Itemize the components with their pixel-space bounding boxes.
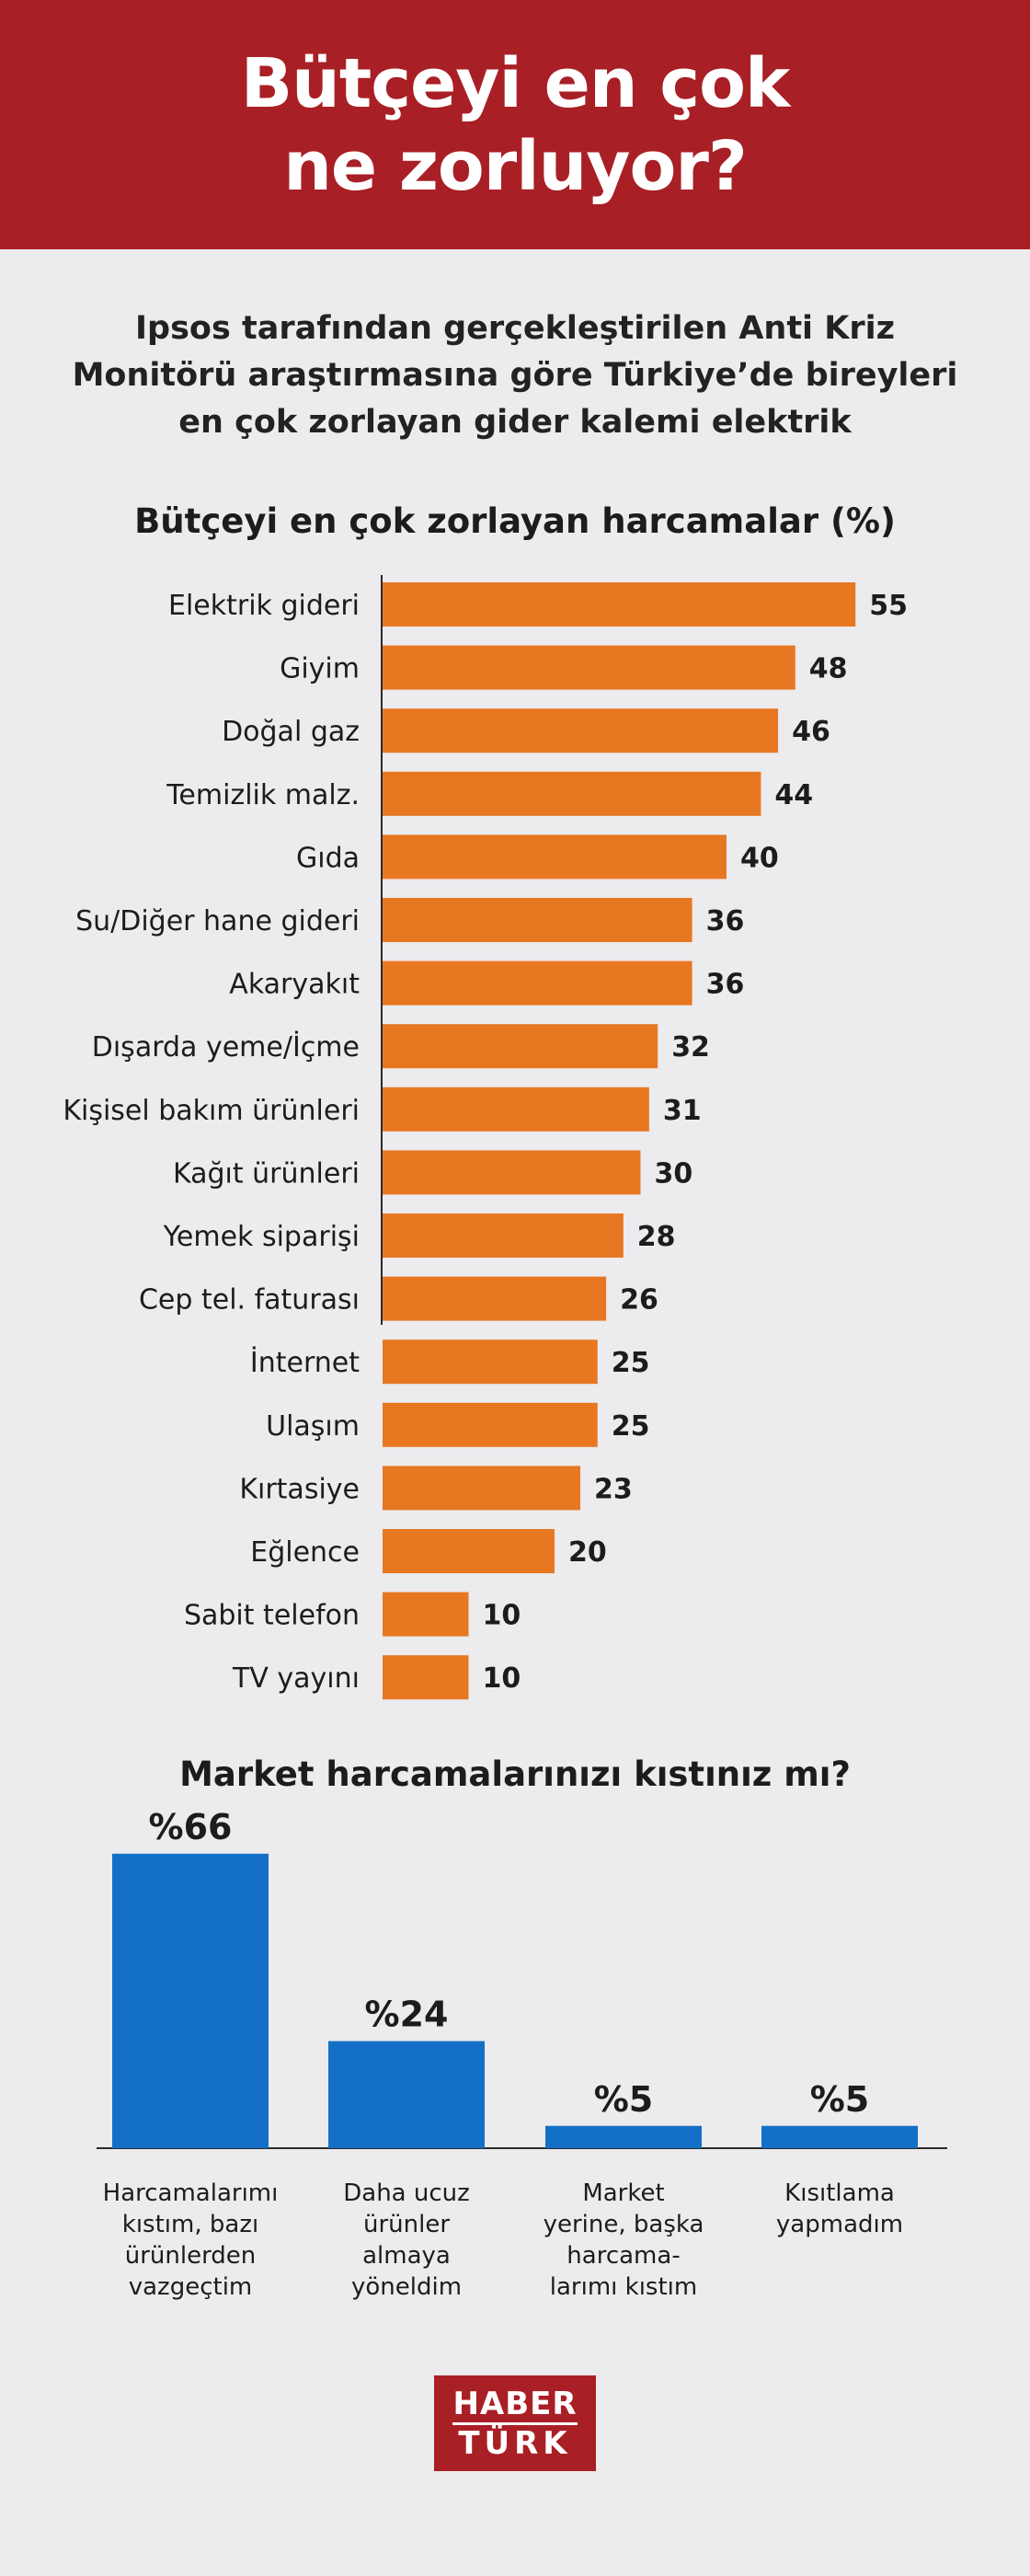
- bar-value-label: 36: [706, 969, 745, 1001]
- page-title-line-1: Bütçeyi en çok: [240, 43, 790, 123]
- bar: [383, 1402, 598, 1447]
- logo-line-2: TÜRK: [458, 2424, 572, 2462]
- bar-value-label: 20: [568, 1536, 607, 1569]
- bar-value-label: 10: [483, 1662, 521, 1695]
- logo-line-1: HABER: [452, 2385, 578, 2422]
- bar: [383, 960, 692, 1006]
- bar-value-label: 55: [869, 590, 908, 622]
- bar-value-label: 25: [612, 1347, 650, 1379]
- bar-category-label: Cep tel. faturası: [139, 1284, 360, 1317]
- column-bar: [112, 1853, 269, 2148]
- bar-value-label: 28: [637, 1221, 676, 1253]
- bar: [383, 1276, 607, 1321]
- bar-category-label: Giyim: [280, 653, 360, 685]
- bar: [383, 1340, 598, 1385]
- column-category-line: ürünler: [363, 2211, 450, 2238]
- bar-category-label: Kırtasiye: [239, 1473, 360, 1505]
- column-category-line: kıstım, bazı: [122, 2211, 258, 2238]
- column-category-line: harcama-: [566, 2242, 680, 2270]
- bar: [383, 1213, 624, 1258]
- bar: [383, 645, 795, 690]
- column-bar: [328, 2041, 485, 2148]
- bar: [383, 582, 856, 627]
- bar-category-label: Ulaşım: [266, 1410, 360, 1443]
- logo-rule: [452, 2421, 578, 2425]
- horizontal-bar-chart: Elektrik gideri 55 Giyim 48 Doğal gaz 46 Temiz…: [63, 575, 908, 1700]
- column-category-line: yapmadım: [776, 2211, 903, 2238]
- bar: [383, 708, 779, 753]
- bar-category-label: Doğal gaz: [222, 716, 360, 748]
- page-title-line-2: ne zorluyor?: [283, 126, 748, 206]
- column-category-label: Harcamalarımı kıstım, bazı ürünlerden vazge…: [103, 2179, 279, 2301]
- bar-value-label: 31: [663, 1095, 702, 1127]
- bar-category-label: Temizlik malz.: [166, 779, 360, 811]
- bar-value-label: 36: [706, 905, 745, 937]
- haberturk-logo: HABER TÜRK: [434, 2375, 596, 2471]
- bar-value-label: 26: [620, 1284, 658, 1317]
- bar-category-label: Elektrik gideri: [168, 590, 360, 622]
- column-chart-title: Market harcamalarınızı kıstınız mı?: [179, 1754, 851, 1794]
- column-value-label: %66: [149, 1807, 233, 1847]
- bar: [383, 1529, 555, 1573]
- bar: [383, 834, 727, 880]
- column-category-line: Kısıtlama: [784, 2179, 895, 2207]
- bar-category-label: Kişisel bakım ürünleri: [63, 1095, 360, 1127]
- bar: [383, 1087, 649, 1132]
- bar-category-label: Akaryakıt: [229, 969, 360, 1001]
- bar-value-label: 32: [671, 1031, 710, 1064]
- column-value-label: %24: [365, 1995, 449, 2035]
- bar: [383, 1150, 641, 1195]
- bar: [383, 1655, 469, 1700]
- bar-category-label: Dışarda yeme/İçme: [92, 1030, 360, 1064]
- column-category-line: almaya: [362, 2242, 451, 2270]
- bar: [383, 771, 761, 816]
- bar-value-label: 48: [809, 653, 848, 685]
- column-category-label: Daha ucuz ürünler almaya yöneldim: [343, 2179, 470, 2301]
- column-category-line: yerine, başka: [544, 2211, 704, 2238]
- column-bar: [761, 2125, 918, 2148]
- bar: [383, 1466, 581, 1511]
- column-category-line: yöneldim: [351, 2273, 462, 2301]
- bar-category-label: Su/Diğer hane gideri: [75, 905, 360, 937]
- bar-category-label: Gıda: [296, 842, 360, 874]
- bar: [383, 1024, 658, 1069]
- header-banner: Bütçeyi en çok ne zorluyor?: [0, 0, 1030, 249]
- column-category-label: Market yerine, başka harcama-larımı kıstım: [544, 2179, 704, 2301]
- column-category-line: Harcamalarımı: [103, 2179, 279, 2207]
- bar-category-label: Yemek siparişi: [163, 1221, 360, 1253]
- bar-category-label: İnternet: [250, 1346, 360, 1379]
- column-category-line: Market: [582, 2179, 664, 2207]
- column-value-label: %5: [810, 2079, 870, 2120]
- column-chart: %66 Harcamalarımı kıstım, bazı ürünlerden va…: [97, 1807, 947, 2301]
- column-category-label: Kısıtlama yapmadım: [776, 2179, 903, 2238]
- subtitle-line-2: Monitörü araştırmasına göre Türkiye’de b…: [72, 357, 958, 394]
- bar-value-label: 44: [774, 779, 813, 811]
- bar-value-label: 23: [594, 1473, 633, 1505]
- bar-value-label: 10: [483, 1600, 521, 1632]
- column-bar: [545, 2125, 702, 2148]
- column-category-line: vazgeçtim: [129, 2273, 253, 2301]
- subtitle-line-3: en çok zorlayan gider kalemi elektrik: [178, 404, 852, 441]
- bar: [383, 1592, 469, 1637]
- column-value-label: %5: [594, 2079, 654, 2120]
- bar-value-label: 46: [792, 716, 830, 748]
- subtitle: Ipsos tarafından gerçekleştirilen Anti K…: [37, 305, 993, 446]
- bar-category-label: Sabit telefon: [184, 1600, 360, 1632]
- column-category-line: Daha ucuz: [343, 2179, 470, 2207]
- bar-value-label: 30: [655, 1157, 693, 1190]
- bar-category-label: Eğlence: [250, 1536, 360, 1569]
- bar-category-label: TV yayını: [232, 1662, 360, 1695]
- column-category-line: larımı kıstım: [550, 2273, 697, 2301]
- bar-value-label: 25: [612, 1410, 650, 1443]
- bar-value-label: 40: [740, 842, 779, 874]
- bar-chart-title: Bütçeyi en çok zorlayan harcamalar (%): [134, 501, 896, 541]
- bar-category-label: Kağıt ürünleri: [173, 1157, 360, 1190]
- bar: [383, 898, 692, 942]
- column-category-line: ürünlerden: [125, 2242, 257, 2270]
- subtitle-line-1: Ipsos tarafından gerçekleştirilen Anti K…: [135, 310, 895, 347]
